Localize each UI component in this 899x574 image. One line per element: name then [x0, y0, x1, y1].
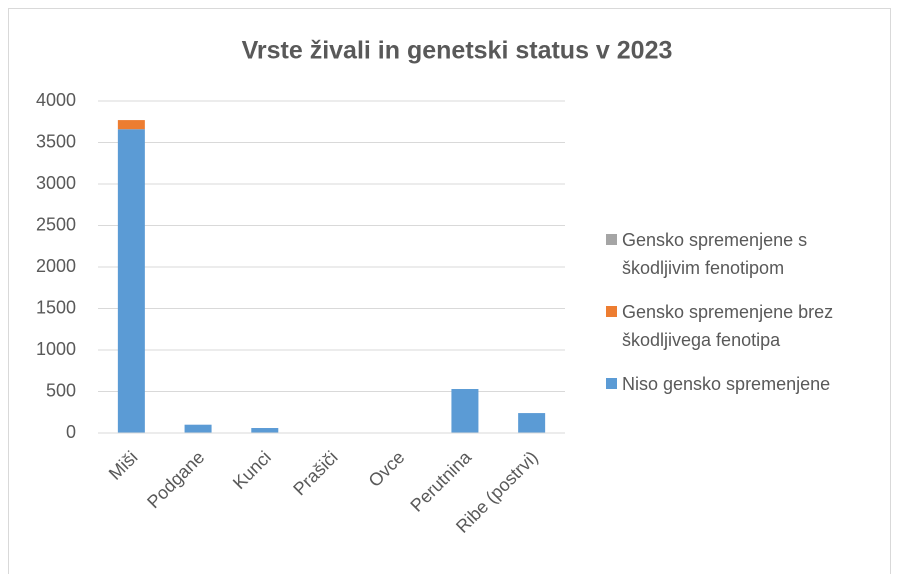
bar-segment [451, 389, 479, 433]
x-tick-label: Kunci [229, 447, 275, 493]
bar-segment [251, 428, 279, 433]
y-tick-label: 2000 [36, 256, 76, 276]
y-tick-label: 2500 [36, 214, 76, 234]
legend-item: Gensko spremenjene s škodljivim fenotipo… [606, 226, 876, 282]
x-tick-label: Prašiči [289, 447, 341, 499]
x-tick-label: Perutnina [406, 446, 475, 515]
y-tick-label: 3500 [36, 131, 76, 151]
x-tick-label: Miši [105, 447, 142, 484]
y-tick-label: 4000 [36, 90, 76, 110]
bar-segment [184, 424, 212, 433]
legend-label: Gensko spremenjene brez škodljivega feno… [622, 302, 834, 350]
legend-label: Gensko spremenjene s škodljivim fenotipo… [622, 230, 808, 278]
legend-label: Niso gensko spremenjene [622, 374, 831, 394]
legend-swatch [606, 306, 617, 317]
y-tick-label: 500 [46, 380, 76, 400]
bar-segment [117, 129, 145, 433]
legend-item: Niso gensko spremenjene [606, 370, 876, 398]
legend-item: Gensko spremenjene brez škodljivega feno… [606, 298, 876, 354]
y-tick-label: 1500 [36, 297, 76, 317]
y-tick-label: 1000 [36, 339, 76, 359]
legend: Gensko spremenjene s škodljivim fenotipo… [606, 226, 876, 414]
bar-segment [117, 120, 145, 130]
bar-segment [518, 413, 546, 433]
y-tick-label: 0 [66, 422, 76, 442]
chart-title: Vrste živali in genetski status v 2023 [242, 37, 673, 65]
legend-swatch [606, 378, 617, 389]
x-tick-label: Podgane [143, 447, 208, 512]
x-tick-label: Ovce [365, 447, 409, 491]
y-tick-label: 3000 [36, 173, 76, 193]
chart-frame [8, 8, 891, 574]
legend-swatch [606, 234, 617, 245]
